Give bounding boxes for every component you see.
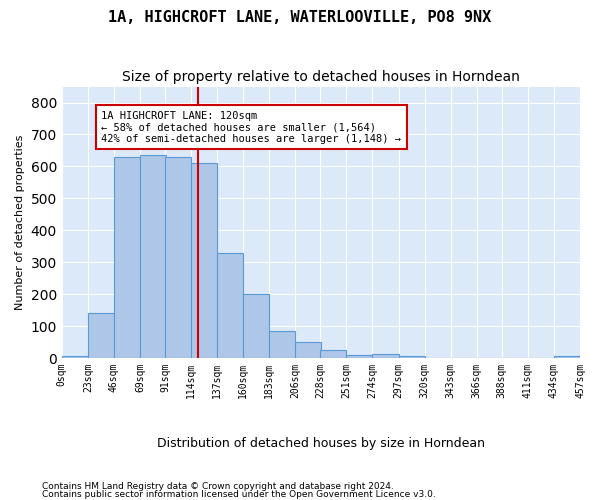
Bar — [191, 163, 217, 358]
Text: 1A HIGHCROFT LANE: 120sqm
← 58% of detached houses are smaller (1,564)
42% of se: 1A HIGHCROFT LANE: 120sqm ← 58% of detac… — [101, 110, 401, 144]
Bar — [165, 157, 191, 358]
Bar — [269, 331, 295, 358]
Bar — [62, 356, 88, 358]
Bar — [398, 356, 425, 358]
Bar — [295, 342, 322, 358]
Bar — [320, 350, 346, 358]
Text: Contains public sector information licensed under the Open Government Licence v3: Contains public sector information licen… — [42, 490, 436, 499]
Bar — [114, 157, 140, 358]
Bar — [373, 354, 398, 358]
Bar — [554, 356, 580, 358]
Text: Contains HM Land Registry data © Crown copyright and database right 2024.: Contains HM Land Registry data © Crown c… — [42, 482, 394, 491]
Bar — [346, 355, 373, 358]
X-axis label: Distribution of detached houses by size in Horndean: Distribution of detached houses by size … — [157, 437, 485, 450]
Bar — [140, 155, 166, 358]
Text: 1A, HIGHCROFT LANE, WATERLOOVILLE, PO8 9NX: 1A, HIGHCROFT LANE, WATERLOOVILLE, PO8 9… — [109, 10, 491, 25]
Y-axis label: Number of detached properties: Number of detached properties — [15, 134, 25, 310]
Title: Size of property relative to detached houses in Horndean: Size of property relative to detached ho… — [122, 70, 520, 84]
Bar — [243, 294, 269, 358]
Bar — [88, 314, 114, 358]
Bar — [217, 252, 243, 358]
